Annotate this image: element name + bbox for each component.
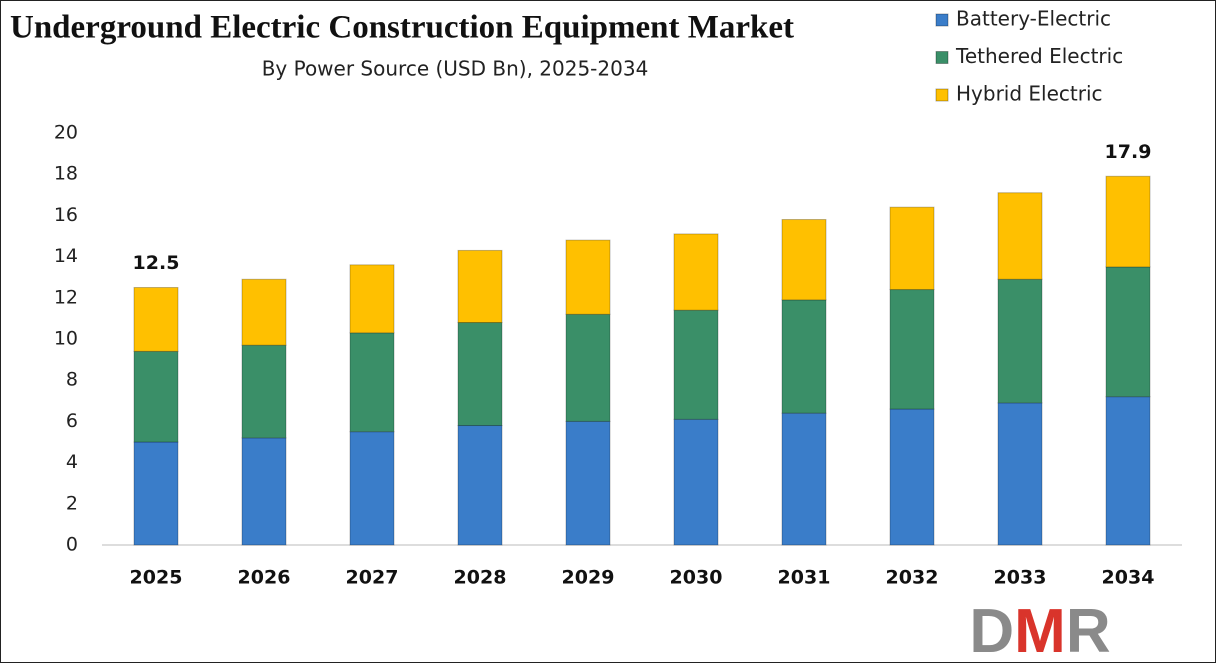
total-label: 17.9 xyxy=(1105,141,1152,163)
bar-segment xyxy=(457,425,503,546)
legend-label: Hybrid Electric xyxy=(956,82,1103,106)
bar-segment xyxy=(457,322,503,427)
y-tick-label: 6 xyxy=(66,410,78,432)
y-tick-label: 4 xyxy=(66,451,78,473)
bar-segment xyxy=(997,192,1043,280)
bar-segment xyxy=(457,249,503,324)
bar-segment xyxy=(241,278,287,346)
x-tick-label: 2028 xyxy=(454,567,507,589)
bar-segment xyxy=(565,239,611,315)
x-tick-label: 2033 xyxy=(994,567,1047,589)
x-tick-label: 2026 xyxy=(238,567,291,589)
y-tick-label: 2 xyxy=(66,492,78,514)
legend-swatch xyxy=(935,51,949,64)
bar-segment xyxy=(1105,396,1151,546)
bar-segment xyxy=(133,287,179,352)
bar-segment xyxy=(889,206,935,291)
bar-segment xyxy=(133,350,179,443)
x-tick-label: 2029 xyxy=(562,567,615,589)
y-tick-label: 16 xyxy=(54,204,78,226)
y-tick-label: 10 xyxy=(54,328,78,350)
logo: DMR xyxy=(969,597,1110,663)
bar-segment xyxy=(673,309,719,420)
legend-label: Battery-Electric xyxy=(956,7,1111,31)
legend-label: Tethered Electric xyxy=(955,44,1123,68)
bar-segment xyxy=(133,441,179,546)
bar-segment xyxy=(565,420,611,546)
x-tick-label: 2031 xyxy=(778,567,831,589)
legend-swatch xyxy=(935,13,949,27)
bar-segment xyxy=(241,344,287,439)
total-label: 12.5 xyxy=(133,252,180,274)
bar-segment xyxy=(673,418,719,546)
logo-letter: R xyxy=(1066,597,1111,663)
x-tick-label: 2034 xyxy=(1102,567,1155,589)
logo-letter: M xyxy=(1014,597,1066,663)
y-tick-label: 20 xyxy=(54,122,78,144)
bar-segment xyxy=(1105,266,1151,398)
bar-segment xyxy=(673,233,719,311)
logo-letter: D xyxy=(969,597,1014,663)
x-tick-label: 2032 xyxy=(886,567,939,589)
bar-segment xyxy=(781,412,827,546)
bar-segment xyxy=(997,278,1043,404)
bar-segment xyxy=(781,299,827,414)
bar-segment xyxy=(565,313,611,422)
y-tick-label: 12 xyxy=(54,286,78,308)
bar-segment xyxy=(349,431,395,546)
x-tick-label: 2025 xyxy=(130,567,183,589)
bar-segment xyxy=(889,408,935,546)
bar-segment xyxy=(241,437,287,546)
legend-swatch xyxy=(935,88,949,102)
y-tick-label: 18 xyxy=(54,163,78,185)
bar-segment xyxy=(997,402,1043,546)
bar-segment xyxy=(1105,175,1151,268)
x-tick-label: 2030 xyxy=(670,567,723,589)
y-tick-label: 0 xyxy=(66,534,78,556)
y-tick-label: 8 xyxy=(66,369,78,391)
chart-subtitle: By Power Source (USD Bn), 2025-2034 xyxy=(262,57,649,81)
y-tick-label: 14 xyxy=(54,245,78,267)
bar-segment xyxy=(781,219,827,301)
bar-segment xyxy=(889,289,935,410)
x-tick-label: 2027 xyxy=(346,567,399,589)
chart-title: Underground Electric Construction Equipm… xyxy=(10,10,794,46)
bar-segment xyxy=(349,264,395,334)
bar-segment xyxy=(349,332,395,433)
